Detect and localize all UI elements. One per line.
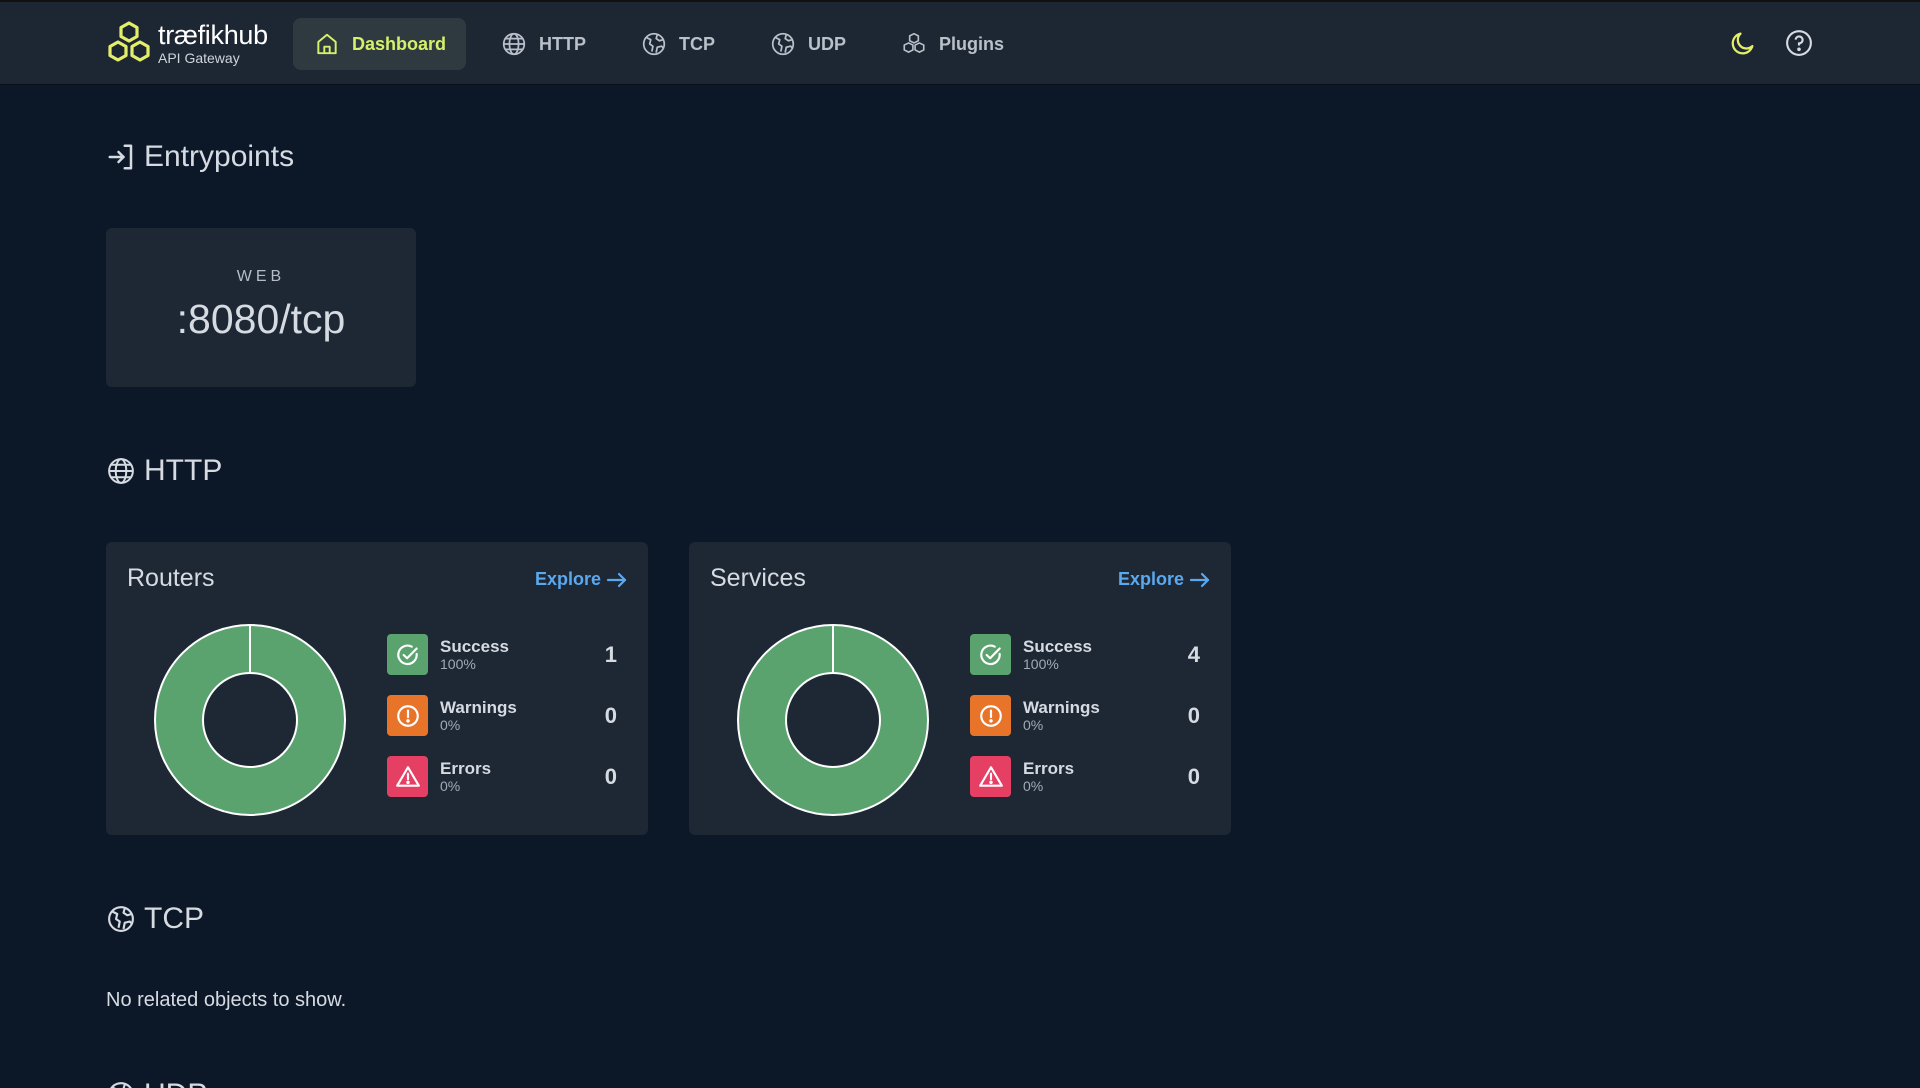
nav-http[interactable]: HTTP: [480, 18, 606, 70]
stat-label: Errors: [1023, 759, 1075, 778]
nav-label: HTTP: [539, 33, 587, 54]
stat-label: Errors: [440, 759, 492, 778]
warning-badge: [387, 695, 428, 736]
routers-errors-stat[interactable]: Errors 0% 0: [387, 756, 617, 800]
brand-subtitle: API Gateway: [158, 49, 240, 66]
tcp-globe-icon: [108, 906, 134, 932]
nav-plugins[interactable]: Plugins: [880, 18, 1024, 70]
routers-card: Routers Explore Success 100% 1 Warnings …: [106, 542, 648, 835]
routers-warnings-stat[interactable]: Warnings 0% 0: [387, 695, 617, 739]
stat-percent: 100%: [1023, 656, 1059, 672]
section-title-text: HTTP: [144, 454, 223, 487]
routers-donut-chart: [154, 624, 346, 816]
stat-percent: 0%: [1023, 778, 1044, 794]
arrow-right-icon: [1189, 572, 1210, 587]
tcp-empty-message: No related objects to show.: [106, 989, 347, 1011]
help-icon[interactable]: [1784, 28, 1814, 58]
stat-percent: 0%: [440, 778, 461, 794]
nav-label: Dashboard: [352, 33, 447, 54]
services-errors-stat[interactable]: Errors 0% 0: [970, 756, 1200, 800]
alert-circle-icon: [979, 704, 1002, 727]
section-title-udp: UDP: [106, 1078, 207, 1088]
stat-count: 4: [1187, 642, 1200, 667]
error-badge: [387, 756, 428, 797]
nav-label: UDP: [808, 33, 847, 54]
alert-triangle-icon: [978, 765, 1003, 787]
services-donut-chart: [737, 624, 929, 816]
stat-label: Warnings: [440, 698, 517, 717]
stat-count: 1: [604, 642, 617, 667]
success-badge: [970, 634, 1011, 675]
nav-dashboard[interactable]: Dashboard: [293, 18, 467, 70]
brand-logo-link[interactable]: træfikhub API Gateway: [106, 20, 268, 66]
section-title-entrypoints: Entrypoints: [106, 140, 294, 174]
top-actions: [1702, 28, 1814, 58]
top-navbar: træfikhub API Gateway Dashboard HTTP TCP…: [0, 0, 1920, 84]
alert-circle-icon: [396, 704, 419, 727]
stat-percent: 100%: [440, 656, 476, 672]
section-title-tcp: TCP: [106, 902, 204, 936]
nav-udp[interactable]: UDP: [749, 18, 866, 70]
routers-success-stat[interactable]: Success 100% 1: [387, 634, 617, 678]
alert-triangle-icon: [395, 765, 420, 787]
home-icon: [317, 33, 337, 55]
sign-in-icon: [108, 144, 133, 170]
main-nav: Dashboard HTTP TCP UDP Plugins: [293, 18, 1038, 70]
section-title-text: Entrypoints: [144, 140, 295, 173]
error-badge: [970, 756, 1011, 797]
stat-count: 0: [1187, 764, 1200, 789]
success-badge: [387, 634, 428, 675]
stat-percent: 0%: [440, 717, 461, 733]
stat-count: 0: [1187, 703, 1200, 728]
cubes-icon: [903, 32, 925, 53]
nav-tcp[interactable]: TCP: [620, 18, 735, 70]
routers-explore-link[interactable]: Explore: [535, 569, 628, 590]
stat-label: Success: [440, 637, 509, 656]
check-circle-icon: [396, 644, 418, 665]
moon-icon[interactable]: [1728, 28, 1758, 58]
section-title-text: UDP: [144, 1078, 207, 1088]
stat-count: 0: [604, 764, 617, 789]
services-warnings-stat[interactable]: Warnings 0% 0: [970, 695, 1200, 739]
check-circle-icon: [979, 644, 1001, 665]
entrypoint-name: WEB: [236, 268, 286, 285]
services-card: Services Explore Success 100% 4 Warnings…: [689, 542, 1231, 835]
udp-globe-icon: [771, 32, 795, 56]
stat-label: Success: [1023, 637, 1092, 656]
entrypoint-card-web: WEB :8080/tcp: [106, 228, 416, 387]
warning-badge: [970, 695, 1011, 736]
stat-percent: 0%: [1023, 717, 1044, 733]
stat-count: 0: [604, 703, 617, 728]
udp-globe-icon: [110, 1082, 132, 1088]
entrypoint-address: :8080/tcp: [176, 296, 346, 342]
card-title: Routers: [127, 564, 215, 592]
traefik-hub-logo-icon: [108, 21, 150, 62]
tcp-globe-icon: [642, 32, 666, 56]
nav-label: TCP: [679, 33, 716, 54]
stat-label: Warnings: [1023, 698, 1100, 717]
services-success-stat[interactable]: Success 100% 4: [970, 634, 1200, 678]
explore-label: Explore: [1117, 569, 1184, 589]
globe-icon: [502, 32, 526, 56]
nav-label: Plugins: [939, 33, 1005, 54]
arrow-right-icon: [606, 572, 627, 587]
brand-name: træfikhub: [158, 19, 268, 50]
section-title-http: HTTP: [106, 454, 222, 488]
section-title-text: TCP: [144, 902, 204, 935]
globe-icon: [108, 458, 134, 484]
services-explore-link[interactable]: Explore: [1118, 569, 1211, 590]
card-title: Services: [710, 564, 806, 592]
explore-label: Explore: [534, 569, 601, 589]
